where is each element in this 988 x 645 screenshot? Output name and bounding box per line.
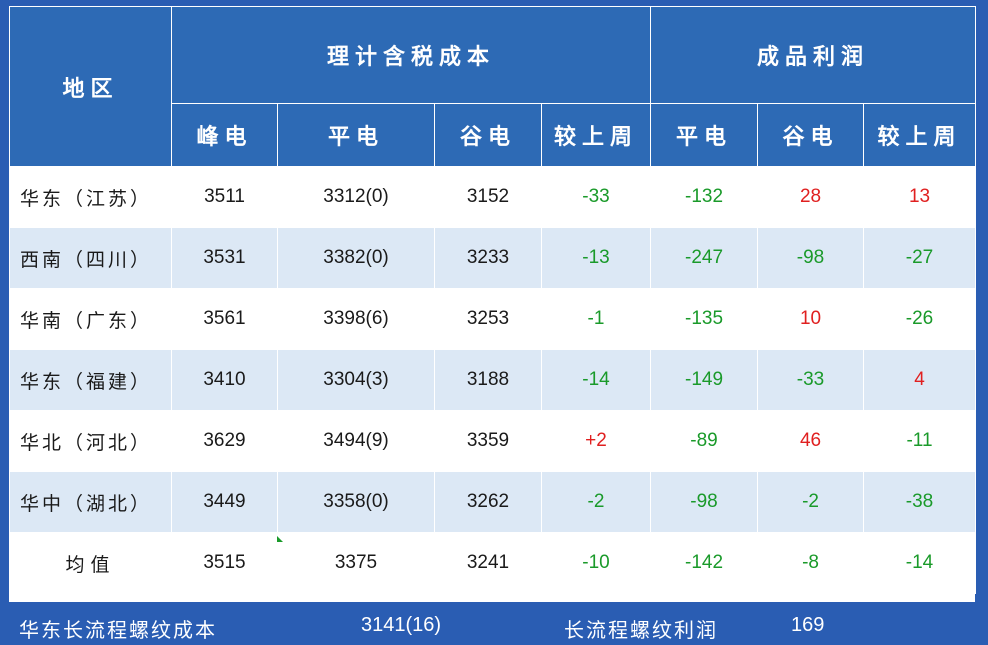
header-region: 地区 [9,6,172,167]
footer-profit-value: 169 [791,614,825,636]
cell-valley: 3233 [434,227,542,289]
cell-profit-wow: -27 [863,227,977,289]
cell-profit-wow: 4 [863,349,977,411]
cell-profit-valley: -98 [757,227,865,289]
cell-region: 华东（江苏） [9,166,172,228]
cell-cost-wow: +2 [540,410,652,472]
cell-flat: 3398(6) [277,288,435,350]
cell-valley: 3188 [434,349,542,411]
cell-peak: 3511 [171,166,278,228]
table-row: 华中（湖北） 3449 3358(0) 3262 -2 -98 -2 -38 [9,471,977,533]
cell-valley: 3359 [434,410,542,472]
cell-peak: 3449 [171,471,278,533]
cell-valley: 3253 [434,288,542,350]
cell-region: 华东（福建） [9,349,172,411]
cell-cost-wow: -33 [540,166,652,228]
cell-flat: 3304(3) [277,349,435,411]
cell-cost-wow: -2 [540,471,652,533]
table-row: 华南（广东） 3561 3398(6) 3253 -1 -135 10 -26 [9,288,977,350]
cell-valley: 3241 [434,532,542,594]
cell-profit-wow: -14 [863,532,977,594]
cell-average-label: 均值 [9,532,172,594]
cell-flat: 3312(0) [277,166,435,228]
footer-cost-label: 华东长流程螺纹成本 [19,618,217,642]
header-profit-flat: 平电 [650,103,759,167]
table-body: 华东（江苏） 3511 3312(0) 3152 -33 -132 28 13 … [9,166,977,594]
header-profit-group: 成品利润 [650,6,977,104]
cell-profit-wow: -11 [863,410,977,472]
cell-valley: 3262 [434,471,542,533]
cell-profit-valley: 10 [757,288,865,350]
cell-profit-flat: -142 [650,532,759,594]
cell-cost-wow: -14 [540,349,652,411]
header-cost-valley: 谷电 [434,103,542,167]
cell-flat: 3375 [277,532,435,594]
footer-profit-label: 长流程螺纹利润 [564,618,718,642]
cost-profit-table: 地区 理计含税成本 成品利润 峰电 平电 谷电 较上周 平电 谷电 较上周 华东… [9,6,977,594]
cell-profit-valley: -33 [757,349,865,411]
cell-region: 华南（广东） [9,288,172,350]
cell-profit-valley: -8 [757,532,865,594]
footer-bar: 华东长流程螺纹成本 3141(16) 长流程螺纹利润 169 [9,602,975,645]
cell-peak: 3515 [171,532,278,594]
cell-cost-wow: -13 [540,227,652,289]
cell-profit-wow: -38 [863,471,977,533]
header-cost-wow: 较上周 [540,103,652,167]
header-cost-flat: 平电 [277,103,435,167]
cell-peak: 3561 [171,288,278,350]
cell-profit-valley: 46 [757,410,865,472]
footer-cost-value: 3141(16) [361,614,442,636]
cell-region: 西南（四川） [9,227,172,289]
cell-cost-wow: -1 [540,288,652,350]
cost-profit-table-frame: 地区 理计含税成本 成品利润 峰电 平电 谷电 较上周 平电 谷电 较上周 华东… [9,6,977,645]
cell-peak: 3410 [171,349,278,411]
cell-profit-flat: -132 [650,166,759,228]
header-profit-wow: 较上周 [863,103,977,167]
cell-flat: 3382(0) [277,227,435,289]
cell-profit-wow: 13 [863,166,977,228]
table-row: 华北（河北） 3629 3494(9) 3359 +2 -89 46 -11 [9,410,977,472]
cell-region: 华中（湖北） [9,471,172,533]
comment-marker [277,536,283,542]
average-row: 均值 3515 3375 3241 -10 -142 -8 -14 [9,532,977,594]
header-cost-group: 理计含税成本 [170,6,652,104]
cell-profit-valley: 28 [757,166,865,228]
cell-peak: 3531 [171,227,278,289]
cell-profit-flat: -149 [650,349,759,411]
cell-profit-flat: -98 [650,471,759,533]
cell-profit-flat: -247 [650,227,759,289]
table-row: 华东（江苏） 3511 3312(0) 3152 -33 -132 28 13 [9,166,977,228]
table-row: 西南（四川） 3531 3382(0) 3233 -13 -247 -98 -2… [9,227,977,289]
cell-profit-valley: -2 [757,471,865,533]
cell-peak: 3629 [171,410,278,472]
table-row: 华东（福建） 3410 3304(3) 3188 -14 -149 -33 4 [9,349,977,411]
cell-flat: 3358(0) [277,471,435,533]
cell-region: 华北（河北） [9,410,172,472]
header-cost-peak: 峰电 [171,103,278,167]
cell-profit-flat: -135 [650,288,759,350]
cell-flat: 3494(9) [277,410,435,472]
cell-profit-flat: -89 [650,410,759,472]
cell-cost-wow: -10 [540,532,652,594]
cell-valley: 3152 [434,166,542,228]
header-profit-valley: 谷电 [757,103,865,167]
cell-profit-wow: -26 [863,288,977,350]
